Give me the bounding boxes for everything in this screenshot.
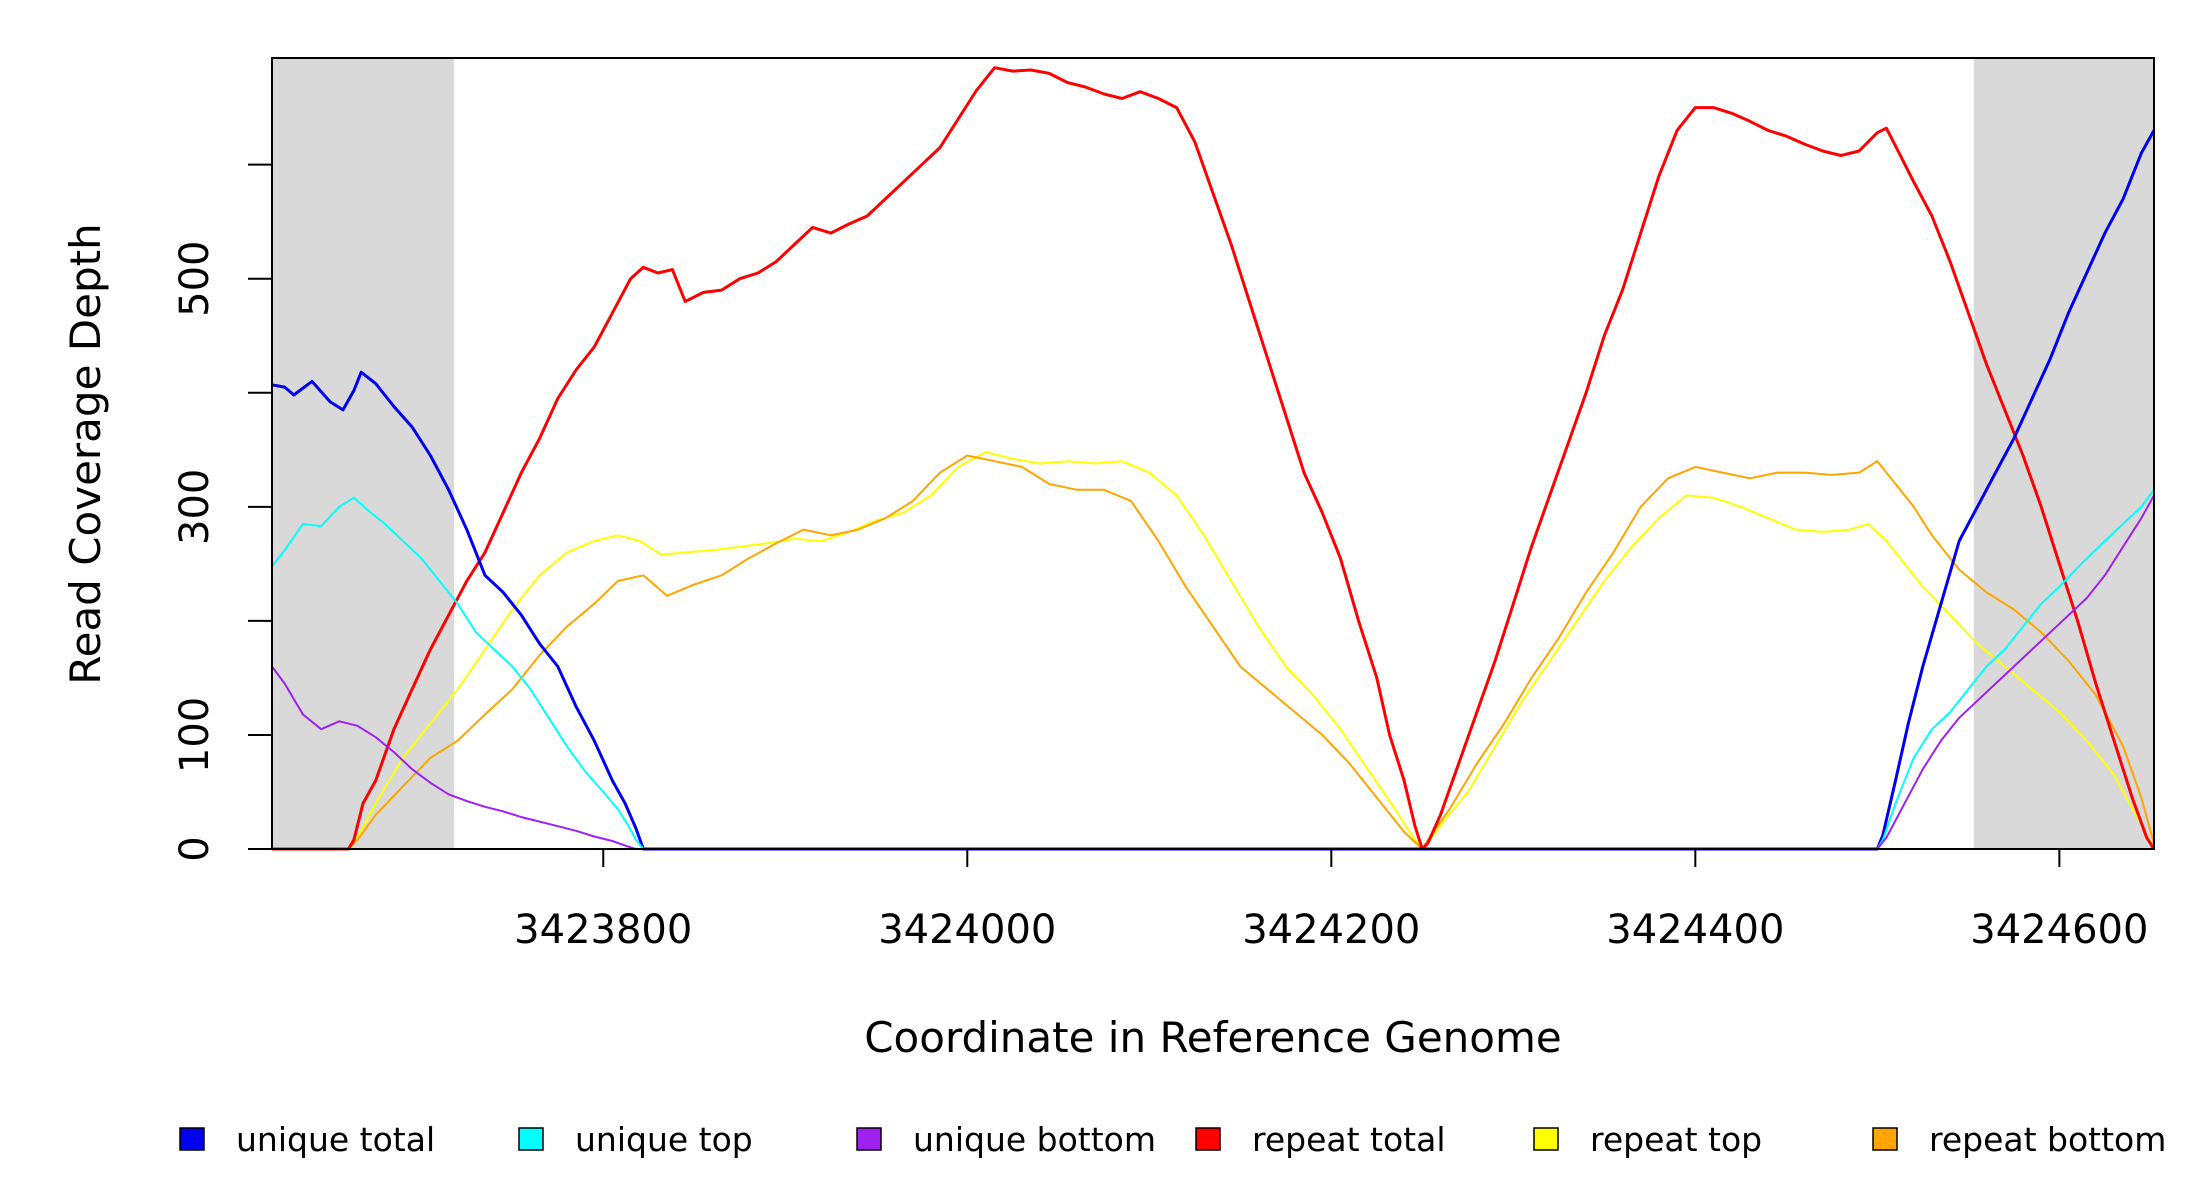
series-line-repeat-total — [272, 66, 2156, 851]
series-line-repeat-top — [272, 451, 2155, 850]
series-line-repeat-bottom — [272, 454, 2155, 850]
legend-swatch-repeat-total — [1195, 1127, 1221, 1151]
y-tick-label: 100 — [172, 697, 218, 773]
x-tick-label: 3423800 — [514, 907, 692, 953]
shaded-region-1 — [272, 58, 455, 849]
legend-label-unique-bottom: unique bottom — [913, 1120, 1156, 1159]
x-tick-label: 3424600 — [1970, 907, 2148, 953]
x-tick-label: 3424400 — [1606, 907, 1784, 953]
legend-swatch-repeat-top — [1533, 1127, 1559, 1151]
x-axis: 3423800 3424000 3424200 3424400 3424600 — [514, 849, 2148, 953]
legend-swatch-unique-bottom — [856, 1127, 882, 1151]
y-tick-label: 500 — [172, 241, 218, 317]
legend-swatch-unique-top — [518, 1127, 544, 1151]
shaded-regions — [272, 58, 2154, 849]
x-tick-label: 3424000 — [878, 907, 1056, 953]
x-tick-label: 3424200 — [1242, 907, 1420, 953]
series-lines — [271, 66, 2156, 851]
shaded-region-2 — [1973, 58, 2154, 849]
y-axis: 0 100 300 500 — [172, 163, 272, 862]
legend-label-unique-top: unique top — [575, 1120, 753, 1159]
y-tick-label: 300 — [172, 469, 218, 545]
legend-label-unique-total: unique total — [236, 1120, 435, 1159]
legend-label-repeat-total: repeat total — [1252, 1120, 1446, 1159]
series-line-unique-total — [271, 129, 2156, 851]
y-tick-label: 0 — [172, 836, 218, 861]
legend: unique total unique top unique bottom repea… — [179, 1120, 2166, 1159]
series-line-unique-bottom — [271, 494, 2155, 850]
legend-label-repeat-top: repeat top — [1590, 1120, 1762, 1159]
legend-swatch-repeat-bottom — [1872, 1127, 1898, 1151]
plot-frame — [271, 57, 2155, 850]
x-axis-title: Coordinate in Reference Genome — [864, 1013, 1562, 1062]
legend-swatch-unique-total — [179, 1127, 205, 1151]
series-line-unique-top — [271, 489, 2155, 850]
legend-label-repeat-bottom: repeat bottom — [1929, 1120, 2166, 1159]
y-axis-title: Read Coverage Depth — [61, 223, 110, 684]
